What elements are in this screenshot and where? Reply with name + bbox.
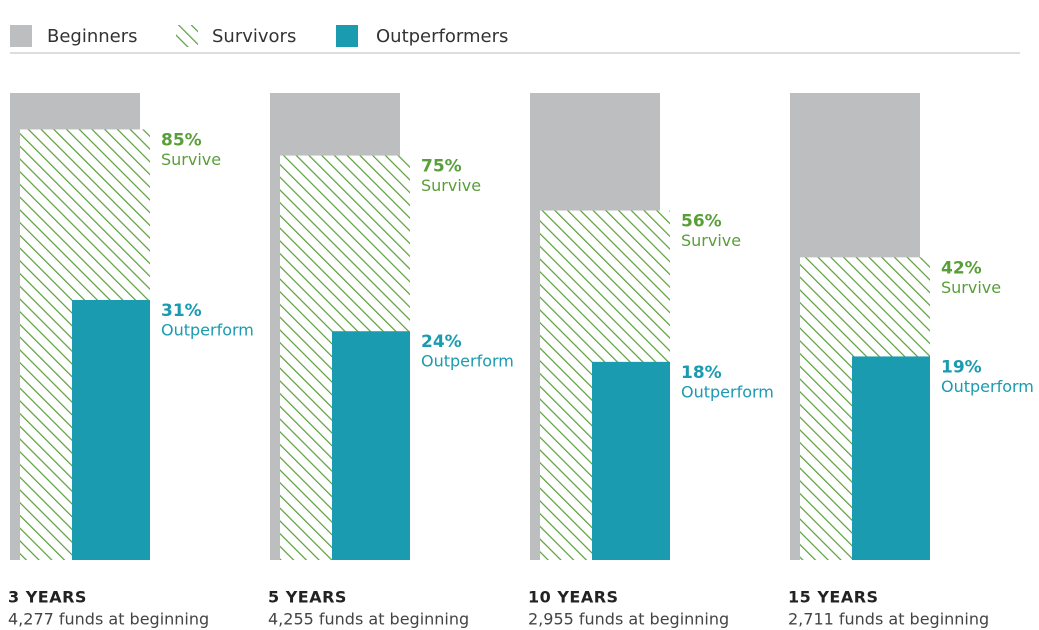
category-label: 3 YEARS [8, 588, 87, 607]
value-tag: Outperform [161, 320, 254, 339]
value-label: 24% [421, 332, 462, 352]
category-subtitle: 4,255 funds at beginning [268, 610, 469, 629]
value-label: 56% [681, 212, 722, 232]
value-tag: Survive [421, 176, 481, 195]
value-label: 85% [161, 130, 202, 150]
bar [332, 331, 410, 560]
legend-label: Beginners [47, 26, 138, 47]
value-tag: Survive [681, 231, 741, 250]
legend-label: Survivors [212, 26, 296, 47]
value-label: 42% [941, 258, 982, 278]
category-subtitle: 2,711 funds at beginning [788, 610, 989, 629]
value-label: 75% [421, 157, 462, 177]
category-label: 15 YEARS [788, 588, 879, 607]
value-tag: Outperform [681, 382, 774, 401]
category-label: 5 YEARS [268, 588, 347, 607]
category-subtitle: 4,277 funds at beginning [8, 610, 209, 629]
value-tag: Survive [941, 278, 1001, 297]
category-subtitle: 2,955 funds at beginning [528, 610, 729, 629]
bar [592, 361, 670, 560]
bar [852, 356, 930, 560]
legend-swatch [336, 25, 358, 47]
value-label: 31% [161, 301, 202, 321]
legend-swatch [176, 25, 198, 47]
category-label: 10 YEARS [528, 588, 619, 607]
bar [72, 299, 150, 560]
value-tag: Outperform [941, 377, 1034, 396]
value-label: 18% [681, 363, 722, 383]
legend-label: Outperformers [376, 26, 508, 47]
legend-swatch [10, 25, 32, 47]
value-tag: Outperform [421, 352, 514, 371]
value-tag: Survive [161, 150, 221, 169]
value-label: 19% [941, 357, 982, 377]
